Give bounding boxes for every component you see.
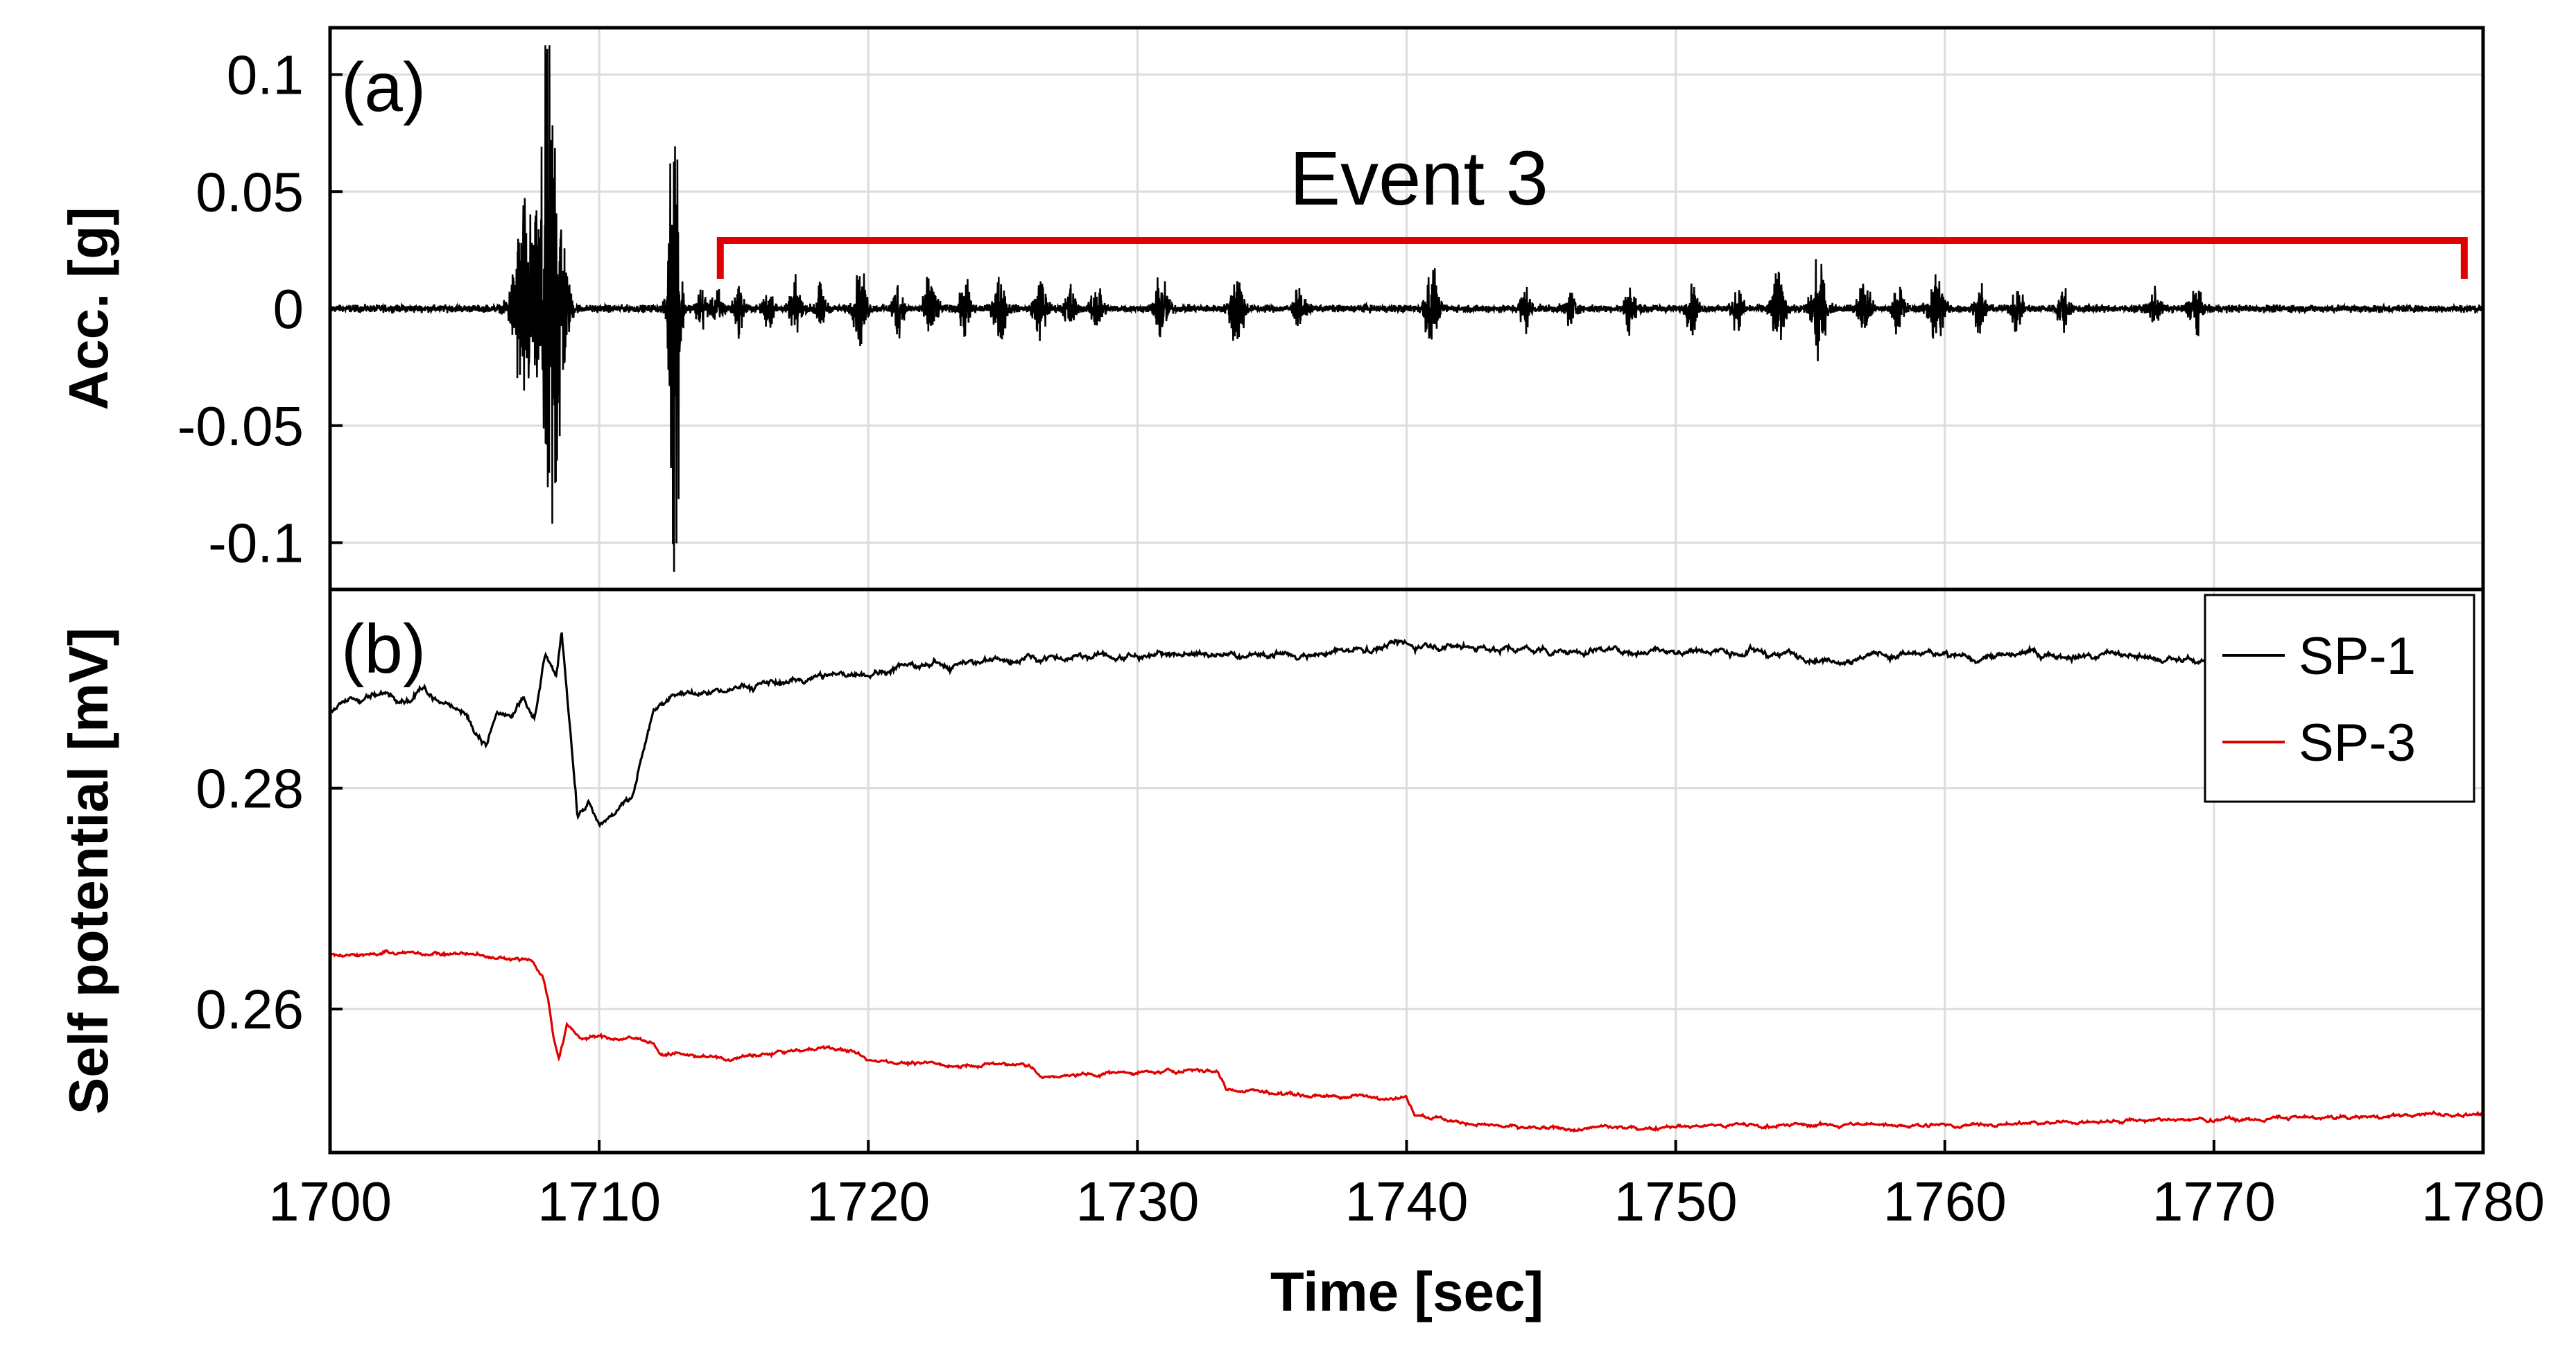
legend-box: [2204, 594, 2475, 803]
series-line-sp-1: [329, 632, 2269, 829]
event-annotation: Event 3: [716, 136, 2468, 279]
panel-a: 0.1 0.05 0 -0.05 -0.1 (a) Event 3 Acc. [g]: [58, 26, 2485, 592]
x-tick-label: 1720: [806, 1171, 930, 1232]
panel-a-y-ticks: 0.1 0.05 0 -0.05 -0.1: [178, 44, 343, 574]
panel-a-y-tick-label: 0.05: [196, 161, 304, 223]
panel-a-label: (a): [341, 49, 426, 126]
panel-a-y-axis-label: Acc. [g]: [58, 207, 119, 410]
x-ticks: 1700 1710 1720 1730 1740 1750 1760 1770 1780: [268, 1140, 2545, 1232]
x-tick-label: 1770: [2152, 1171, 2276, 1232]
panel-b-label: (b): [341, 610, 426, 688]
panel-a-y-tick-label: -0.1: [208, 512, 304, 574]
x-axis-label: Time [sec]: [1270, 1261, 1544, 1322]
x-tick-label: 1710: [537, 1171, 661, 1232]
panel-a-y-tick-label: 0: [273, 278, 304, 340]
legend: SP-1 SP-3: [2204, 594, 2475, 803]
panel-b-y-axis-label: Self potential [mV]: [58, 628, 119, 1114]
panel-b-y-ticks: 0.28 0.26: [196, 758, 343, 1040]
panel-a-series: [329, 45, 2484, 572]
x-tick-label: 1730: [1075, 1171, 1199, 1232]
panel-b: 0.28 0.26 1700 1710 1720 1730 1740 1750 1760 177…: [58, 587, 2545, 1322]
acceleration-trace: [329, 45, 2484, 572]
panel-a-y-tick-label: 0.1: [227, 44, 304, 106]
legend-label-sp3: SP-3: [2299, 714, 2416, 773]
panel-a-y-tick-label: -0.05: [178, 395, 304, 457]
x-tick-label: 1740: [1345, 1171, 1469, 1232]
panel-b-y-tick-label: 0.26: [196, 979, 304, 1040]
panel-b-series: [329, 632, 2484, 1133]
x-tick-label: 1760: [1883, 1171, 2007, 1232]
x-tick-label: 1780: [2421, 1171, 2545, 1232]
event-bracket: [716, 237, 2468, 279]
event-label: Event 3: [1290, 136, 1548, 221]
x-tick-label: 1750: [1614, 1171, 1738, 1232]
legend-label-sp1: SP-1: [2299, 627, 2416, 686]
series-line-sp-3: [329, 949, 2484, 1133]
panel-b-y-tick-label: 0.28: [196, 758, 304, 820]
x-tick-label: 1700: [268, 1171, 392, 1232]
